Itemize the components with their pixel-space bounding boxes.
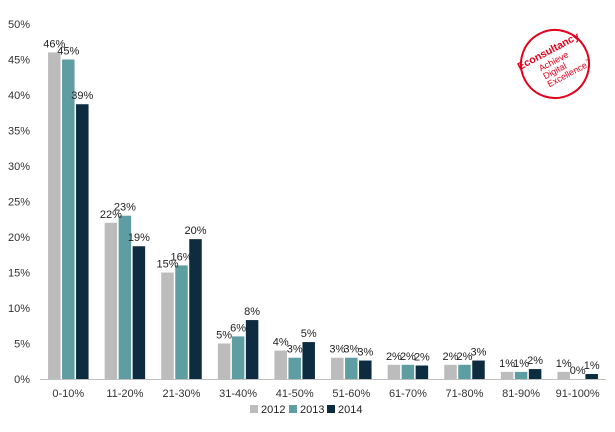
bar-2012-91-100% [557,371,570,379]
x-tick-label: 61-70% [389,388,427,400]
bar-2013-51-60% [345,357,358,379]
legend-label-2014: 2014 [338,404,362,416]
bar-2012-21-30% [161,272,174,379]
legend-label-2012: 2012 [261,404,285,416]
data-label: 3% [471,347,487,359]
data-label: 39% [71,90,93,102]
chart-axes: 0% 5% 10% 15% 20% 25% 30% 35% 40% 45% 50% 0-10% 11-2… [8,19,606,400]
bar-2013-0-10% [62,59,75,379]
bar-2012-0-10% [48,52,61,380]
y-tick-label: 5% [14,339,30,351]
data-label: 2% [527,355,543,367]
bar-2014-0-10% [76,104,89,379]
y-tick-label: 50% [8,19,30,31]
x-tick-label: 31-40% [219,388,257,400]
data-label: 2% [414,352,430,364]
y-tick-label: 20% [8,232,30,244]
x-tick-label: 71-80% [446,388,484,400]
data-label: 23% [114,202,136,214]
data-label: 4% [273,337,289,349]
bar-2012-11-20% [104,222,118,379]
x-tick-label: 91-100% [556,388,600,400]
bar-2014-61-70% [415,365,429,379]
y-tick-label: 10% [8,303,30,315]
x-tick-label: 81-90% [502,388,540,400]
data-label: 3% [329,344,345,356]
y-tick-label: 30% [8,161,30,173]
bar-2012-81-90% [500,371,514,379]
data-label: 45% [57,46,79,58]
data-label: 20% [184,225,206,237]
x-tick-label: 51-60% [332,388,370,400]
data-label: 1% [556,358,572,370]
logo-ring [520,29,590,99]
logo-trademark: ™ [584,57,591,65]
legend-swatch-2012 [250,405,258,413]
bar-2013-41-50% [288,357,301,379]
legend-swatch-2014 [327,405,335,413]
y-tick-label: 45% [8,55,30,67]
data-label: 0% [570,365,586,377]
bar-2013-81-90% [514,371,528,379]
bar-2013-31-40% [231,336,245,379]
data-label: 19% [128,232,150,244]
bar-2014-21-30% [189,239,202,379]
data-label: 3% [343,344,359,356]
data-labels: 46%45%39%22%23%19%15%16%20%5%6%8%4%3%5%3… [43,38,600,377]
data-label: 1% [513,358,529,370]
bar-2014-31-40% [245,320,259,379]
data-label: 2% [400,351,416,363]
bar-2013-21-30% [175,265,188,379]
bar-2014-41-50% [302,342,315,379]
bar-2013-61-70% [401,364,415,379]
bar-2013-71-80% [458,364,471,379]
y-tick-label: 40% [8,90,30,102]
data-label: 6% [230,322,246,334]
bar-2013-11-20% [118,215,132,379]
data-label: 3% [287,344,303,356]
bar-2012-71-80% [444,364,457,379]
data-label: 16% [170,251,192,263]
data-label: 1% [584,360,600,372]
data-label: 2% [443,351,459,363]
data-label: 46% [43,38,65,50]
x-tick-label: 21-30% [163,388,201,400]
data-label: 22% [100,209,122,221]
econsultancy-logo: Econsultancy Achieve Digital Excellence … [515,29,592,99]
data-label: 2% [386,351,402,363]
x-tick-label: 41-50% [276,388,314,400]
legend-label-2013: 2013 [300,404,324,416]
data-label: 5% [301,328,317,340]
bar-2014-71-80% [472,360,485,379]
bar-2014-81-90% [528,369,542,379]
bar-2012-51-60% [331,357,344,379]
y-tick-label: 0% [14,374,30,386]
data-label: 15% [156,259,178,271]
bar-2012-31-40% [217,343,231,379]
data-label: 5% [216,330,232,342]
bar-2014-91-100% [585,374,598,379]
x-tick-label: 11-20% [106,388,143,400]
y-tick-label: 35% [8,126,30,138]
y-tick-label: 25% [8,197,30,209]
data-label: 1% [499,358,515,370]
bar-2012-61-70% [387,364,401,379]
data-label: 2% [457,351,473,363]
chart-legend: 2012 2013 2014 [250,404,362,416]
y-tick-label: 15% [8,268,30,280]
data-label: 8% [244,306,260,318]
chart-bars [48,52,598,380]
x-tick-label: 0-10% [52,388,84,400]
bar-2014-51-60% [359,360,372,379]
data-label: 3% [357,347,373,359]
bar-2014-11-20% [132,246,146,379]
bar-2012-41-50% [274,350,287,379]
legend-swatch-2013 [289,405,297,413]
